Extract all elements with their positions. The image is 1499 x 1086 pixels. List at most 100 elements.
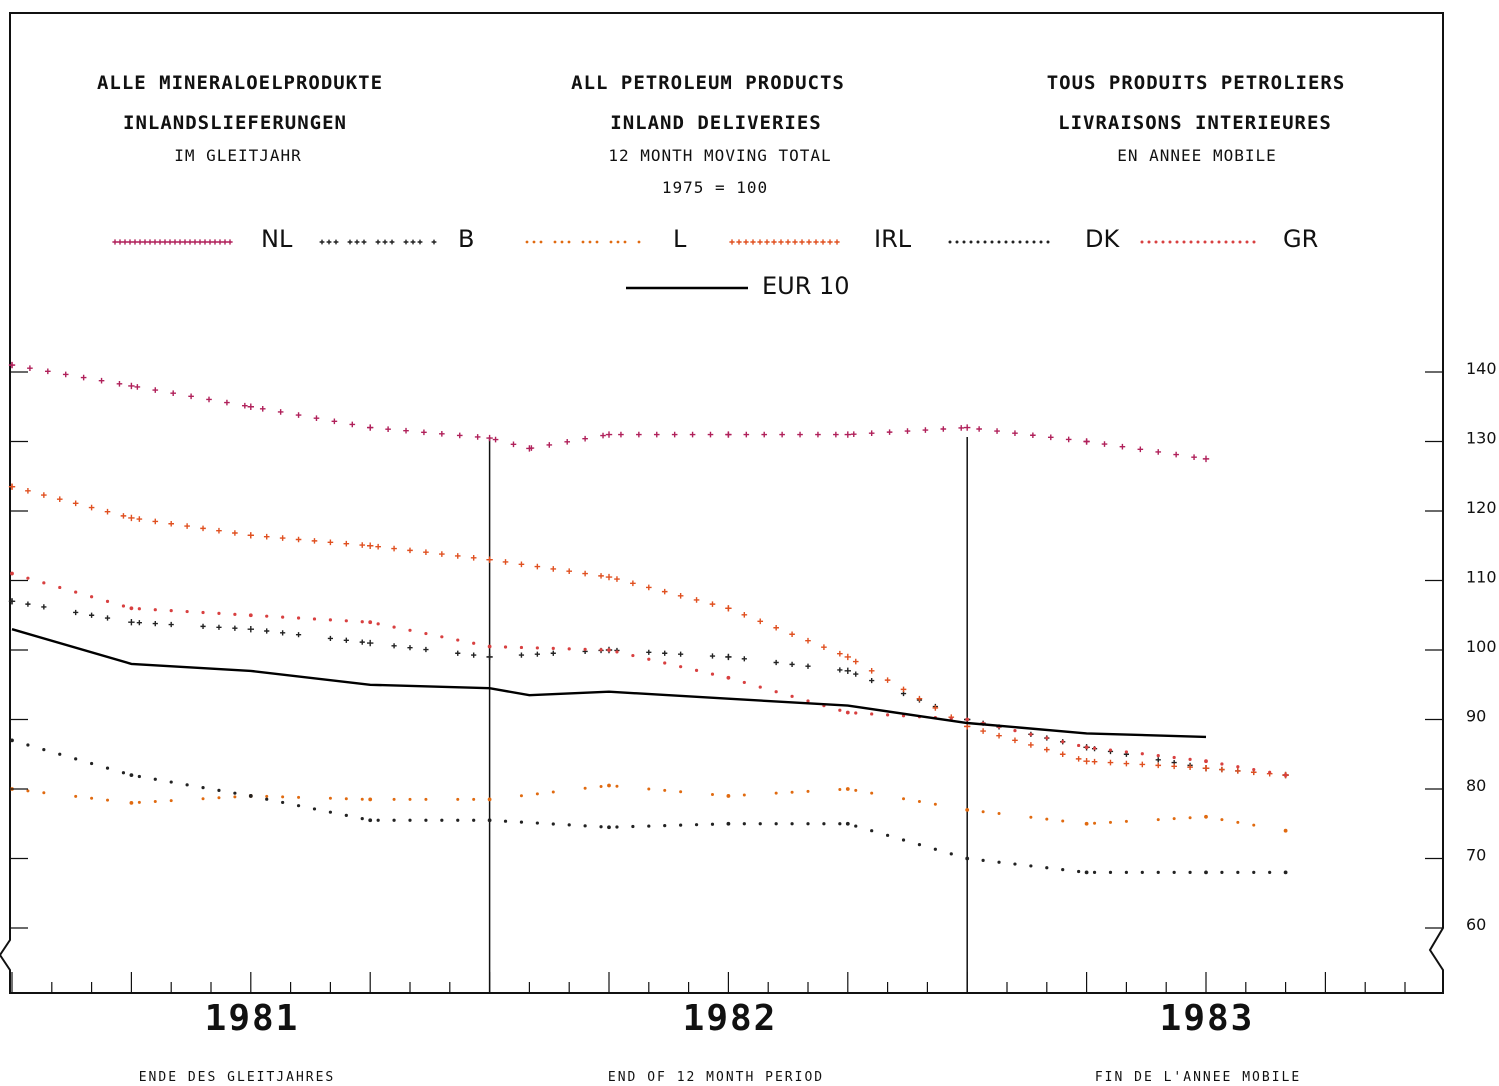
point-marker <box>694 668 699 672</box>
point-marker <box>391 643 397 649</box>
point-marker <box>551 646 555 650</box>
point-marker <box>42 791 46 795</box>
legend-label-b: B <box>458 225 475 253</box>
point-marker <box>487 797 492 802</box>
point-marker <box>994 428 1000 434</box>
point-marker <box>1187 764 1193 771</box>
point-marker <box>1238 240 1242 244</box>
point-marker <box>90 595 94 599</box>
point-marker <box>997 860 1001 864</box>
title-en-line4: 1975 = 100 <box>661 178 769 197</box>
point-marker <box>838 708 842 712</box>
point-marker <box>662 650 668 656</box>
point-marker <box>616 240 620 244</box>
point-marker <box>1029 815 1033 819</box>
point-marker <box>1012 430 1018 436</box>
point-marker <box>1155 762 1162 769</box>
point-marker <box>636 431 642 438</box>
point-marker <box>1252 870 1256 875</box>
point-marker <box>1137 446 1144 453</box>
point-marker <box>217 239 223 245</box>
point-marker <box>367 542 374 549</box>
point-marker <box>88 504 95 511</box>
point-marker <box>1154 240 1158 244</box>
point-marker <box>1252 823 1256 827</box>
point-marker <box>104 615 111 621</box>
point-marker <box>526 445 533 452</box>
point-marker <box>598 573 604 579</box>
point-marker <box>790 822 794 826</box>
point-marker <box>232 530 238 536</box>
point-marker <box>710 822 715 826</box>
point-marker <box>200 525 206 532</box>
point-marker <box>870 712 874 716</box>
point-marker <box>806 239 812 245</box>
point-marker <box>532 240 536 244</box>
point-marker <box>247 625 254 633</box>
point-marker <box>248 613 253 618</box>
point-marker <box>1204 759 1208 764</box>
point-marker <box>153 800 157 804</box>
point-marker <box>778 239 784 245</box>
point-marker <box>774 822 778 826</box>
point-marker <box>1236 765 1240 769</box>
point-marker <box>647 787 651 791</box>
point-marker <box>1084 821 1089 826</box>
point-marker <box>774 690 778 694</box>
point-marker <box>25 488 31 494</box>
point-marker <box>996 732 1002 739</box>
point-marker <box>343 637 349 643</box>
point-marker <box>297 795 301 799</box>
point-marker <box>1028 742 1034 748</box>
point-marker <box>471 652 477 658</box>
point-marker <box>431 239 437 245</box>
point-marker <box>264 628 270 634</box>
point-marker <box>583 824 587 828</box>
point-marker <box>152 518 159 525</box>
point-marker <box>1011 240 1015 244</box>
point-marker <box>932 705 939 711</box>
point-marker <box>376 622 380 626</box>
point-marker <box>1231 240 1235 244</box>
point-marker <box>1032 240 1036 244</box>
point-marker <box>247 403 254 410</box>
point-marker <box>607 825 611 830</box>
point-marker <box>417 239 423 245</box>
point-marker <box>964 424 971 431</box>
point-marker <box>424 797 428 801</box>
point-marker <box>90 796 94 800</box>
series-eur-10 <box>11 628 1207 739</box>
point-marker <box>742 680 746 685</box>
point-marker <box>534 651 540 657</box>
point-marker <box>1156 754 1160 758</box>
title-de-line3: IM GLEITJAHR <box>174 146 302 165</box>
point-marker <box>773 624 779 631</box>
point-marker <box>1025 240 1029 244</box>
point-marker <box>177 239 183 245</box>
point-marker <box>407 645 413 651</box>
point-marker <box>327 635 333 642</box>
point-marker <box>486 556 493 563</box>
point-marker <box>1047 434 1054 441</box>
point-marker <box>456 638 460 642</box>
point-marker <box>1202 764 1210 772</box>
point-marker <box>456 797 460 801</box>
point-marker <box>375 543 381 550</box>
point-marker <box>331 418 338 425</box>
point-marker <box>42 581 46 585</box>
point-marker <box>312 807 317 811</box>
point-marker <box>1061 868 1065 872</box>
point-marker <box>344 797 348 801</box>
point-marker <box>535 792 539 796</box>
point-marker <box>62 371 69 378</box>
point-marker <box>710 793 714 797</box>
point-marker <box>216 527 222 534</box>
point-marker <box>964 723 971 730</box>
point-marker <box>1140 240 1144 244</box>
point-marker <box>599 825 603 829</box>
series-dk <box>10 738 1288 875</box>
point-marker <box>854 711 858 715</box>
chart-frame <box>0 12 1444 994</box>
point-marker <box>564 439 571 445</box>
point-marker <box>1012 737 1018 744</box>
